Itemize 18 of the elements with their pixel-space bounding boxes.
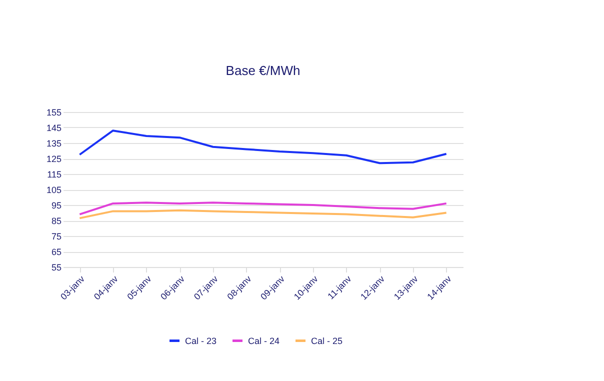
line-series: [78, 209, 448, 220]
y-tick-label: 145: [46, 123, 62, 133]
y-tick-label: 105: [46, 185, 62, 195]
legend-label: Cal - 23: [185, 336, 217, 346]
y-tick-label: 55: [51, 262, 62, 272]
chart-title: Base €/MWh: [226, 63, 300, 78]
y-tick-label: 65: [51, 247, 62, 257]
legend-label: Cal - 25: [311, 336, 343, 346]
line-series: [78, 130, 448, 164]
y-tick-label: 85: [51, 216, 62, 226]
y-tick-label: 135: [46, 138, 62, 148]
y-tick-label: 125: [46, 154, 62, 164]
y-tick-label: 115: [47, 170, 62, 180]
y-tick-label: 155: [46, 108, 62, 118]
y-tick-label: 75: [51, 232, 62, 242]
y-tick-label: 95: [51, 200, 62, 210]
line-series: [78, 202, 448, 216]
legend-label: Cal - 24: [248, 336, 280, 346]
